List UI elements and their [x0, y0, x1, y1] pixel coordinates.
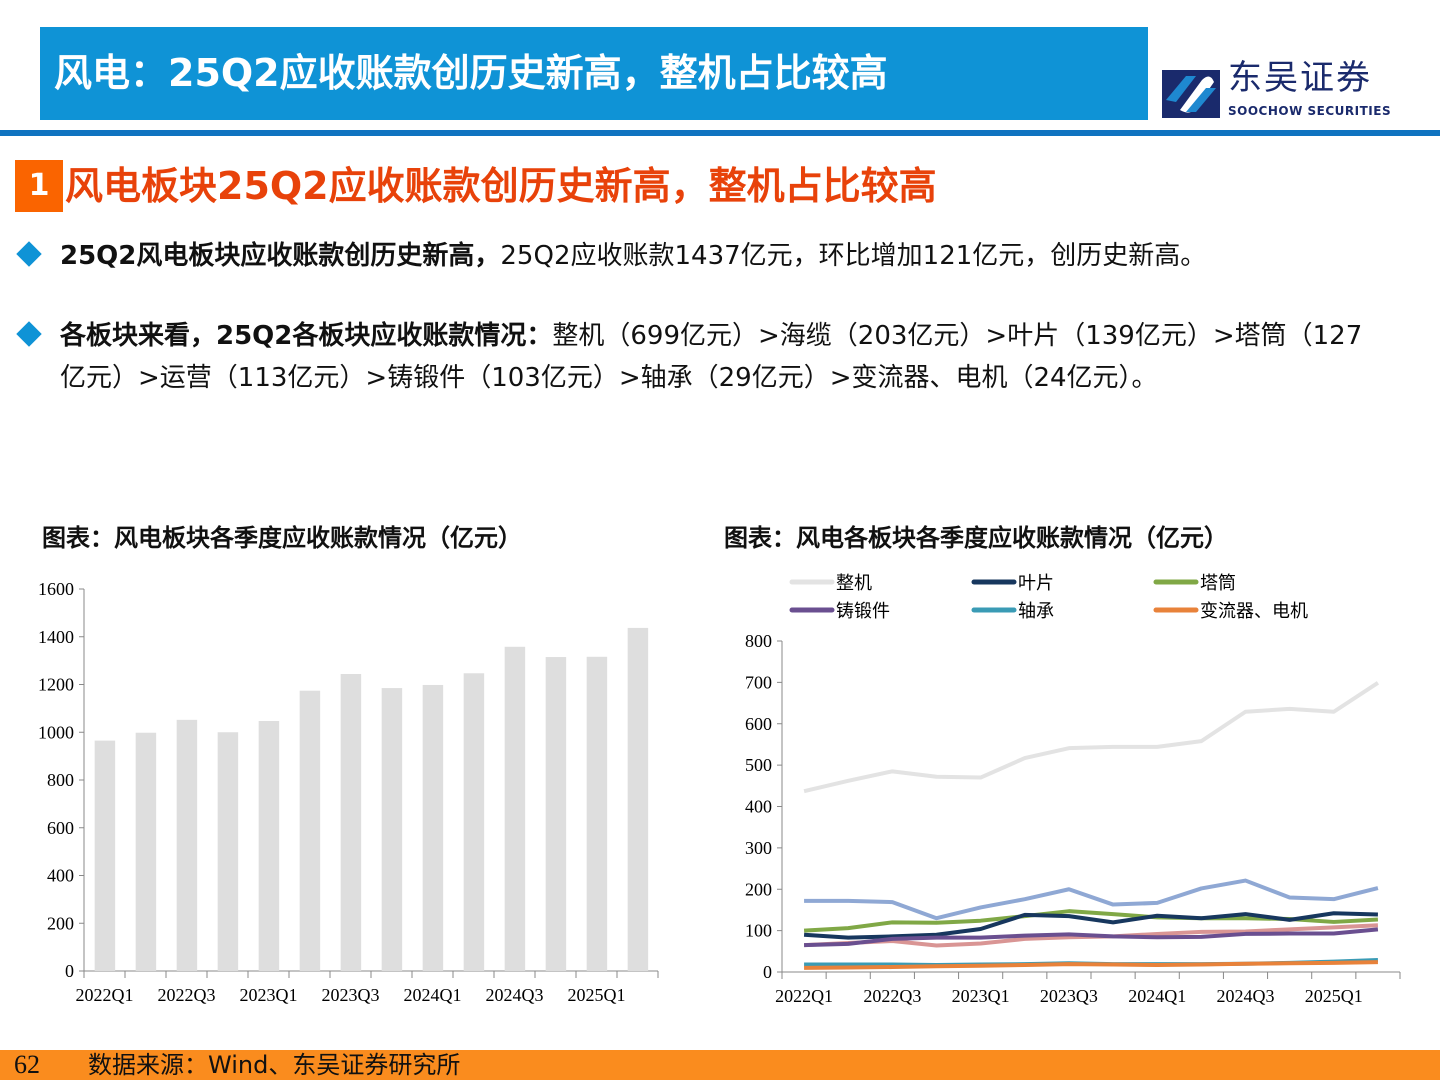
- bar-2024Q2: [463, 673, 485, 971]
- series-line-叶片: [803, 911, 1378, 940]
- logo-cn: 东吴证券: [1228, 58, 1372, 98]
- x-tick-label: 2024Q1: [404, 985, 462, 1005]
- bar-2023Q3: [340, 673, 362, 971]
- series-line-unnamed-1: [804, 878, 1379, 921]
- bar-2024Q4: [545, 657, 567, 971]
- x-tick-label: 2024Q1: [1128, 986, 1186, 1006]
- y-tick-label: 0: [763, 962, 772, 982]
- logo-mark-icon: [1162, 70, 1220, 118]
- bar-2023Q1: [258, 721, 280, 971]
- logo-en: SOOCHOW SECURITIES: [1228, 104, 1392, 118]
- bar-2025Q1: [586, 656, 608, 971]
- x-tick-label: 2022Q1: [76, 985, 134, 1005]
- y-tick-label: 1200: [38, 675, 74, 695]
- slide-title: 风电：25Q2应收账款创历史新高，整机占比较高: [40, 27, 1148, 120]
- bar-2022Q3: [176, 719, 198, 971]
- y-tick-label: 200: [745, 879, 772, 899]
- legend-label: 塔筒: [1200, 573, 1236, 593]
- series-line-铸锻件: [804, 927, 1379, 948]
- bar-2024Q1: [422, 684, 444, 971]
- section-title: 风电板块25Q2应收账款创历史新高，整机占比较高: [65, 164, 937, 208]
- bullet-text: 25Q2应收账款1437亿元，环比增加121亿元，创历史新高。: [500, 241, 1207, 271]
- bar-2025Q2: [627, 627, 649, 971]
- bar-2022Q4: [217, 732, 239, 971]
- diamond-bullet-icon: [16, 321, 42, 347]
- bar-2022Q2: [135, 732, 157, 971]
- y-tick-label: 700: [745, 672, 772, 692]
- legend-label: 叶片: [1018, 573, 1054, 593]
- x-tick-label: 2025Q1: [1305, 986, 1363, 1006]
- y-tick-label: 1600: [38, 579, 74, 599]
- page-number: 62: [14, 1050, 40, 1079]
- footer: 62 数据来源：Wind、东吴证券研究所: [0, 1050, 1440, 1080]
- line-chart-title: 图表：风电各板块各季度应收账款情况（亿元）: [724, 524, 1228, 552]
- bar-2024Q3: [504, 646, 526, 971]
- y-tick-label: 100: [745, 921, 772, 941]
- header-divider: [0, 130, 1440, 136]
- x-tick-label: 2023Q1: [240, 985, 298, 1005]
- y-tick-label: 200: [47, 913, 74, 933]
- legend-label: 轴承: [1018, 601, 1054, 621]
- bullet-bold: 25Q2风电板块应收账款创历史新高，: [60, 241, 501, 271]
- bullet-text: 整机（699亿元）>海缆（203亿元）>叶片（139亿元）>塔筒（127亿元）>…: [60, 321, 1363, 393]
- bullet-2: 各板块来看，25Q2各板块应收账款情况：整机（699亿元）>海缆（203亿元）>…: [16, 315, 1380, 399]
- x-tick-label: 2022Q3: [863, 986, 921, 1006]
- bullet-bold: 各板块来看，25Q2各板块应收账款情况：: [60, 321, 553, 351]
- bar-2023Q2: [299, 690, 321, 971]
- bar-chart: 0 200 400 600 800 1000 1200 1400 1600 2022Q1 2022Q…: [38, 579, 659, 1005]
- section-number: 1: [15, 160, 63, 212]
- y-tick-label: 400: [745, 797, 772, 817]
- legend-label: 变流器、电机: [1200, 601, 1308, 621]
- legend-label: 铸锻件: [836, 601, 890, 621]
- x-tick-label: 2022Q3: [158, 985, 216, 1005]
- y-tick-label: 600: [47, 818, 74, 838]
- y-tick-label: 0: [65, 961, 74, 981]
- y-tick-label: 600: [745, 714, 772, 734]
- data-source: 数据来源：Wind、东吴证券研究所: [88, 1051, 461, 1079]
- x-tick-label: 2024Q3: [486, 985, 544, 1005]
- x-tick-label: 2023Q1: [952, 986, 1010, 1006]
- y-tick-label: 800: [47, 770, 74, 790]
- x-tick-label: 2025Q1: [568, 985, 626, 1005]
- y-tick-label: 300: [745, 838, 772, 858]
- series-line-变流器、电机: [804, 960, 1378, 970]
- section-heading: 1 风电板块25Q2应收账款创历史新高，整机占比较高: [15, 160, 937, 212]
- line-chart: 0 100 200 300 400 500 600 700 800 2022Q1 2022Q3 202…: [745, 573, 1401, 1006]
- bar-2022Q1: [94, 740, 116, 971]
- legend-label: 整机: [836, 573, 872, 593]
- y-tick-label: 1400: [38, 627, 74, 647]
- y-tick-label: 400: [47, 866, 74, 886]
- y-tick-label: 800: [745, 631, 772, 651]
- x-tick-label: 2023Q3: [1040, 986, 1098, 1006]
- bar-chart-title: 图表：风电板块各季度应收账款情况（亿元）: [42, 524, 522, 552]
- y-tick-label: 500: [745, 755, 772, 775]
- y-tick-label: 1000: [38, 722, 74, 742]
- diamond-bullet-icon: [16, 241, 42, 267]
- x-tick-label: 2023Q3: [322, 985, 380, 1005]
- series-line-整机: [803, 681, 1380, 794]
- bullet-1: 25Q2风电板块应收账款创历史新高，25Q2应收账款1437亿元，环比增加121…: [16, 235, 1420, 277]
- x-tick-label: 2022Q1: [775, 986, 833, 1006]
- x-tick-label: 2024Q3: [1217, 986, 1275, 1006]
- bar-2023Q4: [381, 688, 403, 971]
- company-logo: 东吴证券 SOOCHOW SECURITIES: [1162, 60, 1391, 122]
